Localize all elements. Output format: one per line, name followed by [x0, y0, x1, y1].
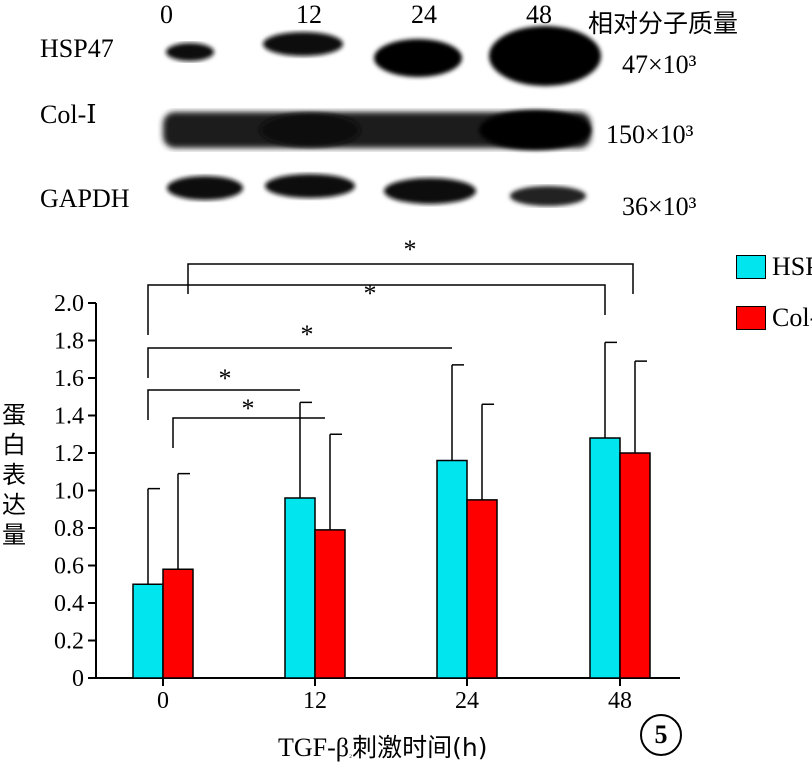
band-hsp47-24h	[374, 39, 462, 77]
y-tick-label: 1.6	[54, 366, 84, 392]
blot-row-label-col1: Col-Ⅰ	[40, 100, 97, 129]
blot-time-label: 48	[526, 0, 552, 29]
y-tick-label: 0.2	[54, 629, 84, 655]
band-gapdh-24h	[384, 178, 476, 204]
significance-star: *	[242, 394, 255, 423]
significance-bracket	[147, 389, 300, 420]
x-axis-label: TGF-β₂刺激时间(h)	[278, 728, 488, 764]
bar-col1	[466, 499, 498, 679]
blot-time-label: 24	[411, 0, 437, 29]
band-hsp47-0h	[166, 43, 214, 61]
significance-star: *	[364, 279, 377, 308]
y-tick-label: 1.4	[54, 404, 84, 430]
mw-header: 相对分子质量	[588, 9, 739, 38]
x-axis-label-rest: 刺激时间(h)	[352, 733, 488, 762]
legend-label-hsp47: HSP47	[772, 252, 812, 281]
blot-time-label: 0	[160, 0, 173, 29]
mw-label-hsp47: 47×10³	[622, 50, 697, 79]
blot-row-label-gapdh: GAPDH	[40, 184, 130, 213]
bar-col1	[162, 568, 194, 679]
blot-row-label-hsp47: HSP47	[40, 34, 114, 63]
x-tick-label: 48	[608, 688, 632, 714]
legend-label-col1: Col-Ⅰ	[772, 303, 812, 332]
band-gapdh-0h	[167, 176, 243, 200]
y-tick-label: 0	[72, 666, 84, 692]
bar-col1	[314, 529, 346, 679]
bar-hsp47	[284, 497, 316, 679]
y-tick-label: 0.6	[54, 554, 84, 580]
significance-bracket	[147, 284, 606, 335]
band-gapdh-12h	[265, 174, 355, 198]
blot-time-label: 12	[296, 0, 322, 29]
bar-hsp47	[436, 459, 468, 679]
bar-hsp47	[132, 583, 164, 679]
y-tick-label: 2.0	[54, 291, 84, 317]
bar-hsp47	[589, 437, 621, 679]
significance-bracket	[147, 347, 452, 378]
mw-label-col1: 150×10³	[606, 120, 694, 149]
significance-star: *	[301, 320, 314, 349]
band-hsp47-12h	[263, 32, 343, 56]
mw-label-gapdh: 36×10³	[622, 192, 697, 221]
significance-bracket	[187, 263, 634, 294]
band-gapdh-48h	[510, 186, 586, 206]
y-axis-label: 蛋白表达量	[2, 401, 26, 549]
y-tick-label: 0.8	[54, 516, 84, 542]
y-tick-label: 1.2	[54, 441, 84, 467]
band-hsp47-48h	[489, 26, 601, 86]
panel-number-badge: 5	[640, 714, 682, 756]
band-col1-12h	[260, 113, 360, 147]
x-axis-label-main: TGF-β	[278, 733, 350, 762]
x-tick-label: 12	[303, 688, 327, 714]
legend-swatch-hsp47	[736, 255, 766, 279]
bar-col1	[619, 452, 651, 679]
blot-bands	[163, 26, 601, 206]
y-tick-label: 0.4	[54, 591, 84, 617]
y-tick-label: 1.8	[54, 329, 84, 355]
significance-star: *	[219, 364, 232, 393]
x-axis-label-subscript: ₂	[349, 748, 353, 758]
significance-star: *	[404, 235, 417, 264]
y-tick-label: 1.0	[54, 479, 84, 505]
legend-swatch-col1	[736, 306, 766, 330]
significance-bracket	[172, 417, 325, 448]
x-tick-label: 0	[157, 688, 169, 714]
band-col1-48h	[479, 110, 591, 150]
x-tick-label: 24	[455, 688, 479, 714]
